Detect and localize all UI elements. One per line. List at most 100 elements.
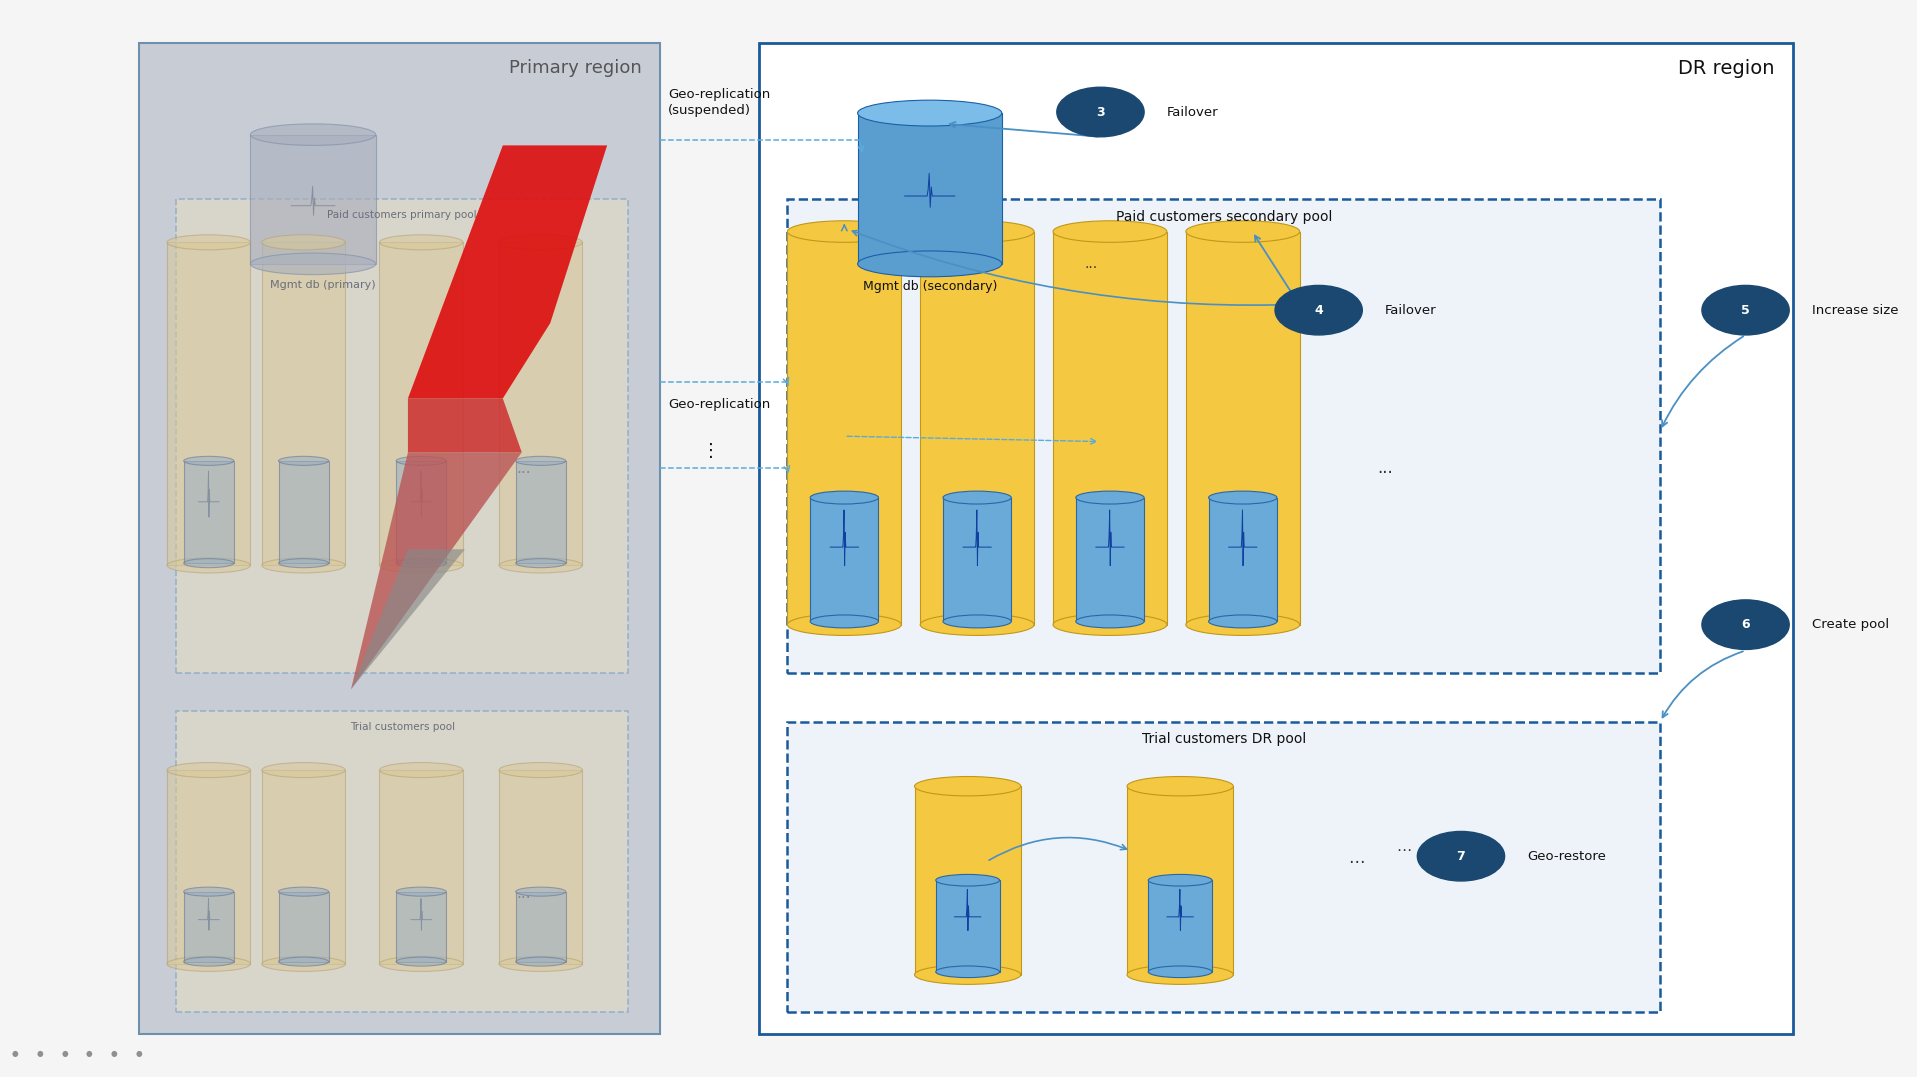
Ellipse shape bbox=[278, 457, 328, 465]
Text: Failover: Failover bbox=[1167, 106, 1219, 118]
FancyBboxPatch shape bbox=[788, 722, 1660, 1012]
Bar bbox=[1148, 880, 1212, 971]
Circle shape bbox=[1056, 87, 1144, 137]
Bar bbox=[857, 113, 1003, 264]
Text: Geo-restore: Geo-restore bbox=[1528, 850, 1606, 863]
Text: ⋯: ⋯ bbox=[1348, 853, 1365, 870]
Ellipse shape bbox=[167, 763, 251, 778]
Bar bbox=[278, 461, 328, 563]
Ellipse shape bbox=[811, 491, 878, 504]
Ellipse shape bbox=[278, 887, 328, 896]
Ellipse shape bbox=[920, 614, 1033, 635]
Ellipse shape bbox=[397, 957, 447, 966]
Text: 6: 6 bbox=[1741, 618, 1750, 631]
Bar bbox=[263, 770, 345, 964]
Ellipse shape bbox=[516, 887, 566, 896]
Ellipse shape bbox=[1148, 966, 1212, 978]
Polygon shape bbox=[408, 145, 608, 398]
Ellipse shape bbox=[251, 253, 376, 275]
Text: ⋯: ⋯ bbox=[1396, 843, 1411, 858]
Polygon shape bbox=[351, 452, 521, 689]
Bar bbox=[380, 242, 462, 565]
Text: Paid customers secondary pool: Paid customers secondary pool bbox=[1116, 210, 1332, 224]
Ellipse shape bbox=[914, 965, 1020, 984]
Ellipse shape bbox=[1075, 491, 1144, 504]
Text: Mgmt db (primary): Mgmt db (primary) bbox=[270, 280, 376, 290]
Text: Failover: Failover bbox=[1386, 304, 1436, 317]
Bar bbox=[167, 770, 251, 964]
Ellipse shape bbox=[943, 615, 1012, 628]
Bar bbox=[811, 498, 878, 621]
Ellipse shape bbox=[380, 558, 462, 573]
Ellipse shape bbox=[788, 221, 901, 242]
Ellipse shape bbox=[498, 956, 583, 971]
Ellipse shape bbox=[788, 614, 901, 635]
Ellipse shape bbox=[278, 957, 328, 966]
FancyBboxPatch shape bbox=[759, 43, 1792, 1034]
Text: ●: ● bbox=[86, 1049, 92, 1058]
Text: ...: ... bbox=[516, 886, 531, 901]
Circle shape bbox=[1702, 285, 1789, 335]
Ellipse shape bbox=[184, 887, 234, 896]
Text: Trial customers DR pool: Trial customers DR pool bbox=[1143, 732, 1305, 746]
Bar bbox=[167, 242, 251, 565]
Circle shape bbox=[1702, 600, 1789, 649]
Text: Increase size: Increase size bbox=[1812, 304, 1898, 317]
Ellipse shape bbox=[935, 966, 999, 978]
Ellipse shape bbox=[1208, 491, 1277, 504]
Ellipse shape bbox=[380, 956, 462, 971]
Bar bbox=[263, 242, 345, 565]
Ellipse shape bbox=[943, 491, 1012, 504]
Text: 4: 4 bbox=[1315, 304, 1323, 317]
Ellipse shape bbox=[1148, 875, 1212, 886]
Ellipse shape bbox=[380, 235, 462, 250]
Bar bbox=[1075, 498, 1144, 621]
Ellipse shape bbox=[1187, 614, 1300, 635]
Bar bbox=[943, 498, 1012, 621]
Bar bbox=[184, 461, 234, 563]
Ellipse shape bbox=[857, 251, 1003, 277]
Bar bbox=[1052, 232, 1167, 625]
Ellipse shape bbox=[184, 957, 234, 966]
Text: Primary region: Primary region bbox=[508, 59, 642, 78]
Bar bbox=[788, 232, 901, 625]
Ellipse shape bbox=[935, 875, 999, 886]
Text: ⋮: ⋮ bbox=[702, 442, 721, 460]
Ellipse shape bbox=[380, 763, 462, 778]
FancyBboxPatch shape bbox=[788, 199, 1660, 673]
Bar bbox=[920, 232, 1033, 625]
Ellipse shape bbox=[1127, 965, 1233, 984]
Ellipse shape bbox=[263, 956, 345, 971]
Bar bbox=[397, 892, 447, 962]
Text: ...: ... bbox=[1376, 460, 1394, 477]
Ellipse shape bbox=[167, 558, 251, 573]
Ellipse shape bbox=[498, 558, 583, 573]
Ellipse shape bbox=[857, 100, 1003, 126]
Ellipse shape bbox=[167, 956, 251, 971]
FancyBboxPatch shape bbox=[176, 711, 629, 1012]
Bar bbox=[498, 242, 583, 565]
Ellipse shape bbox=[184, 457, 234, 465]
Ellipse shape bbox=[397, 559, 447, 568]
Bar bbox=[278, 892, 328, 962]
Text: ●: ● bbox=[12, 1049, 19, 1058]
Text: Mgmt db (secondary): Mgmt db (secondary) bbox=[863, 280, 997, 293]
Ellipse shape bbox=[251, 124, 376, 145]
Circle shape bbox=[1275, 285, 1363, 335]
Ellipse shape bbox=[167, 235, 251, 250]
Text: Geo-replication: Geo-replication bbox=[667, 398, 771, 411]
Ellipse shape bbox=[184, 559, 234, 568]
Text: ...: ... bbox=[1085, 257, 1098, 270]
Bar bbox=[935, 880, 999, 971]
Ellipse shape bbox=[516, 457, 566, 465]
Bar bbox=[516, 461, 566, 563]
Bar bbox=[380, 770, 462, 964]
Text: ●: ● bbox=[111, 1049, 117, 1058]
Bar bbox=[251, 135, 376, 264]
FancyBboxPatch shape bbox=[176, 199, 629, 673]
Circle shape bbox=[1417, 831, 1505, 881]
Bar bbox=[1208, 498, 1277, 621]
Bar bbox=[184, 892, 234, 962]
Text: 5: 5 bbox=[1741, 304, 1750, 317]
Bar bbox=[516, 892, 566, 962]
